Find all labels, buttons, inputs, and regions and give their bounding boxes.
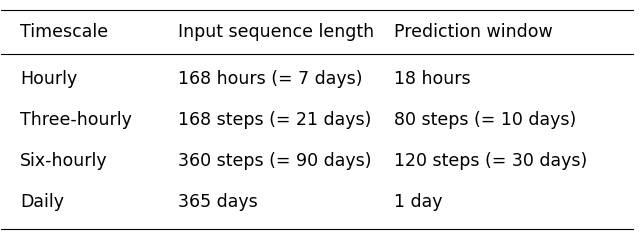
Text: Daily: Daily [20, 193, 65, 211]
Text: 120 steps (= 30 days): 120 steps (= 30 days) [394, 152, 587, 170]
Text: Timescale: Timescale [20, 23, 109, 41]
Text: Six-hourly: Six-hourly [20, 152, 108, 170]
Text: 18 hours: 18 hours [394, 70, 470, 88]
Text: 365 days: 365 days [179, 193, 258, 211]
Text: 360 steps (= 90 days): 360 steps (= 90 days) [179, 152, 372, 170]
Text: 168 hours (= 7 days): 168 hours (= 7 days) [179, 70, 363, 88]
Text: 1 day: 1 day [394, 193, 442, 211]
Text: Prediction window: Prediction window [394, 23, 552, 41]
Text: 168 steps (= 21 days): 168 steps (= 21 days) [179, 111, 372, 129]
Text: Input sequence length: Input sequence length [179, 23, 374, 41]
Text: Three-hourly: Three-hourly [20, 111, 132, 129]
Text: 80 steps (= 10 days): 80 steps (= 10 days) [394, 111, 576, 129]
Text: Hourly: Hourly [20, 70, 77, 88]
